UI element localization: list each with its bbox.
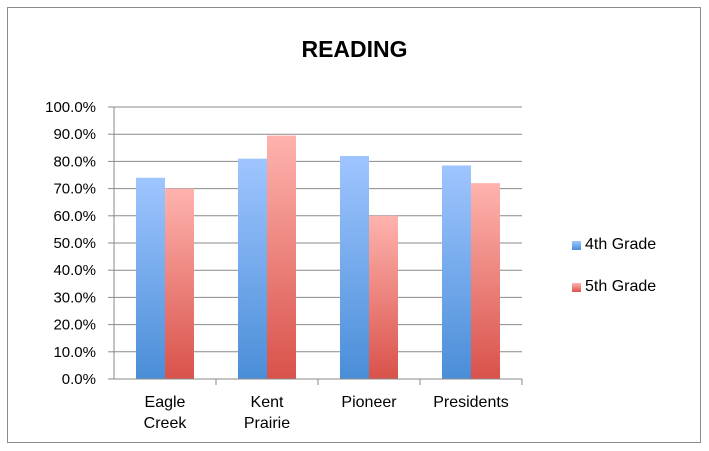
y-tick-label: 50.0% <box>53 235 96 252</box>
y-tick-label: 100.0% <box>45 99 96 116</box>
bar-5th-grade <box>165 188 194 379</box>
bar-4th-grade <box>442 165 471 379</box>
bar-5th-grade <box>471 183 500 379</box>
bar-5th-grade <box>369 215 398 379</box>
legend-label: 5th Grade <box>585 278 657 295</box>
y-tick-label: 30.0% <box>53 289 96 306</box>
bar-4th-grade <box>340 155 369 379</box>
category-label: Kent <box>251 394 284 411</box>
y-tick-label: 90.0% <box>53 126 96 143</box>
y-tick-label: 20.0% <box>53 317 96 334</box>
legend-swatch <box>572 282 581 292</box>
y-tick-label: 80.0% <box>53 153 96 170</box>
category-label: Prairie <box>244 415 290 432</box>
category-label: Eagle <box>145 394 186 411</box>
category-label: Creek <box>144 415 188 432</box>
category-label: Pioneer <box>341 394 397 411</box>
y-tick-label: 70.0% <box>53 181 96 198</box>
legend-label: 4th Grade <box>585 236 657 253</box>
legend-item: 4th Grade <box>572 236 656 254</box>
bar-4th-grade <box>136 177 165 379</box>
chart-title: READING <box>301 36 408 62</box>
y-tick-label: 10.0% <box>53 344 96 361</box>
bar-5th-grade <box>267 135 296 379</box>
category-label: Presidents <box>433 394 509 411</box>
legend-swatch <box>572 240 581 250</box>
y-tick-label: 40.0% <box>53 262 96 279</box>
legend-item: 5th Grade <box>572 278 656 296</box>
y-tick-label: 0.0% <box>62 371 96 388</box>
bar-4th-grade <box>238 158 267 379</box>
y-tick-label: 60.0% <box>53 208 96 225</box>
